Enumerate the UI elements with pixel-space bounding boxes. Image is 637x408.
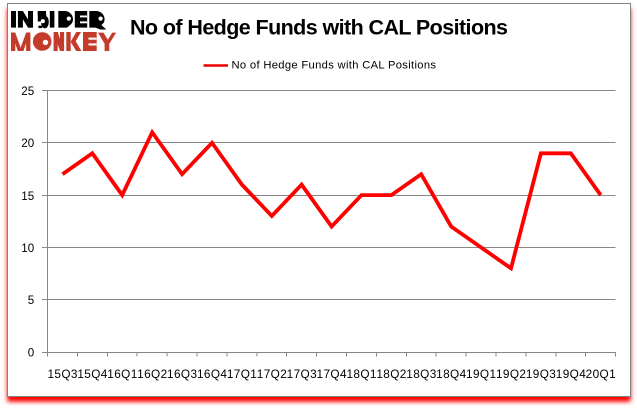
svg-text:No of Hedge Funds with CAL Pos: No of Hedge Funds with CAL Positions [232,59,437,71]
svg-text:17Q3: 17Q3 [287,367,317,381]
svg-text:19Q4: 19Q4 [556,367,586,381]
svg-text:19Q3: 19Q3 [526,367,556,381]
svg-text:18Q1: 18Q1 [346,367,376,381]
svg-text:19Q1: 19Q1 [466,367,496,381]
svg-text:15Q3: 15Q3 [47,367,77,381]
svg-text:17Q4: 17Q4 [317,367,347,381]
svg-text:16Q4: 16Q4 [197,367,227,381]
svg-text:10: 10 [21,242,34,255]
svg-text:No of Hedge Funds with CAL Pos: No of Hedge Funds with CAL Positions [130,16,508,40]
svg-text:17Q1: 17Q1 [227,367,257,381]
svg-text:18Q3: 18Q3 [406,367,436,381]
svg-text:16Q3: 16Q3 [167,367,197,381]
svg-text:20: 20 [21,137,34,150]
svg-text:20Q1: 20Q1 [586,367,616,381]
svg-text:19Q2: 19Q2 [496,367,526,381]
svg-text:15Q4: 15Q4 [77,367,107,381]
svg-text:15: 15 [21,190,34,203]
svg-text:16Q2: 16Q2 [137,367,167,381]
svg-text:18Q2: 18Q2 [376,367,406,381]
svg-text:18Q4: 18Q4 [436,367,466,381]
svg-text:25: 25 [21,85,34,98]
svg-text:0: 0 [28,346,34,359]
svg-text:16Q1: 16Q1 [107,367,137,381]
svg-text:17Q2: 17Q2 [257,367,287,381]
svg-text:5: 5 [28,294,34,307]
